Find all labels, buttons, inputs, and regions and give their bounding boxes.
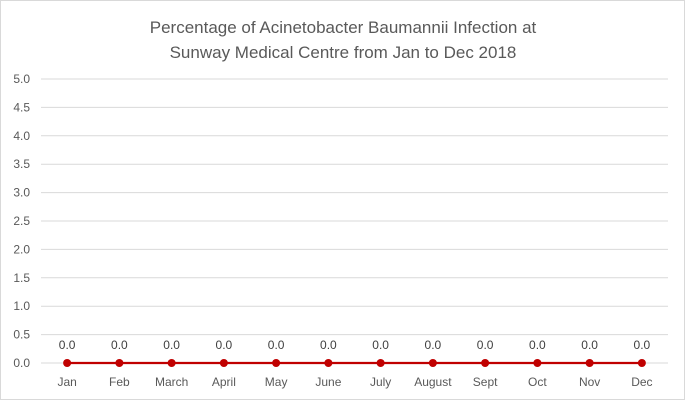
data-label: 0.0: [372, 338, 389, 352]
x-tick-label: March: [155, 375, 188, 389]
x-axis-tick-labels: Jan Feb March April May June July August Sept Oct…: [57, 375, 652, 389]
y-tick-label: 2.5: [13, 214, 30, 228]
data-label: 0.0: [320, 338, 337, 352]
data-point: [376, 359, 385, 367]
y-tick-label: 1.0: [13, 299, 30, 313]
data-point: [637, 359, 646, 367]
x-tick-label: June: [315, 375, 341, 389]
data-label: 0.0: [477, 338, 494, 352]
data-label: 0.0: [529, 338, 546, 352]
x-tick-label: Dec: [631, 375, 652, 389]
x-tick-label: Sept: [473, 375, 498, 389]
data-point: [272, 359, 281, 367]
data-label: 0.0: [111, 338, 128, 352]
data-label: 0.0: [268, 338, 285, 352]
data-point: [533, 359, 542, 367]
data-label: 0.0: [425, 338, 442, 352]
x-tick-label: Oct: [528, 375, 547, 389]
data-label: 0.0: [634, 338, 651, 352]
data-series: [63, 359, 646, 367]
x-tick-label: July: [370, 375, 391, 389]
y-tick-label: 0.5: [13, 328, 30, 342]
gridlines: [41, 78, 668, 364]
x-tick-label: May: [265, 375, 288, 389]
data-point: [428, 359, 437, 367]
chart-title-line-1: Percentage of Acinetobacter Baumannii In…: [150, 18, 537, 37]
y-tick-label: 4.0: [13, 129, 30, 143]
y-tick-label: 3.5: [13, 157, 30, 171]
data-point: [115, 359, 124, 367]
y-tick-label: 5.0: [13, 72, 30, 86]
data-point: [481, 359, 490, 367]
data-label: 0.0: [216, 338, 233, 352]
y-tick-label: 3.0: [13, 186, 30, 200]
data-label: 0.0: [59, 338, 76, 352]
data-labels: 0.0 0.0 0.0 0.0 0.0 0.0 0.0 0.0 0.0 0.0 0.0 0.0: [59, 338, 651, 352]
x-tick-label: Jan: [57, 375, 76, 389]
data-point: [585, 359, 594, 367]
x-tick-label: August: [414, 375, 452, 389]
y-tick-label: 2.0: [13, 242, 30, 256]
x-tick-label: Nov: [579, 375, 600, 389]
y-tick-label: 0.0: [13, 356, 30, 370]
x-tick-label: April: [212, 375, 236, 389]
y-tick-label: 4.5: [13, 100, 30, 114]
y-tick-label: 1.5: [13, 271, 30, 285]
data-point: [63, 359, 72, 367]
data-point: [167, 359, 176, 367]
data-label: 0.0: [581, 338, 598, 352]
x-tick-label: Feb: [109, 375, 130, 389]
y-axis-tick-labels: 0.0 0.5 1.0 1.5 2.0 2.5 3.0 3.5 4.0 4.5 5.0: [13, 72, 30, 370]
data-point: [219, 359, 228, 367]
chart-title-line-2: Sunway Medical Centre from Jan to Dec 20…: [170, 43, 517, 62]
data-point: [324, 359, 333, 367]
data-label: 0.0: [163, 338, 180, 352]
